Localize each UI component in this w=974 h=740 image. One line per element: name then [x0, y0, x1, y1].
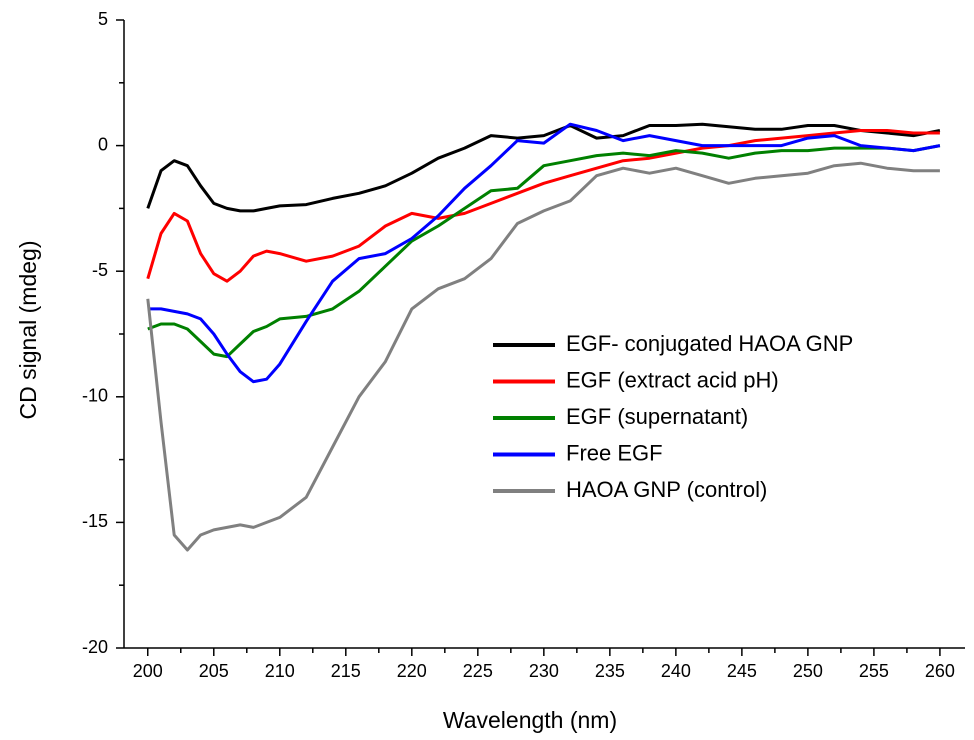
x-tick-label: 225 — [463, 661, 493, 681]
x-axis-label: Wavelength (nm) — [443, 707, 617, 733]
x-tick-label: 260 — [925, 661, 955, 681]
x-tick-label: 250 — [793, 661, 823, 681]
x-tick-label: 205 — [199, 661, 229, 681]
series-line — [146, 161, 940, 552]
legend-label: EGF- conjugated HAOA GNP — [566, 331, 853, 356]
x-tick-label: 235 — [595, 661, 625, 681]
series-line — [146, 122, 941, 213]
x-tick-label: 200 — [133, 661, 163, 681]
series-line — [146, 129, 940, 283]
y-tick-label: -10 — [82, 386, 108, 406]
x-tick-label: 240 — [661, 661, 691, 681]
y-tick-label: 0 — [98, 134, 108, 154]
series-line — [147, 122, 941, 384]
x-tick-label: 230 — [529, 661, 559, 681]
x-tick-label: 255 — [859, 661, 889, 681]
y-tick-label: 5 — [98, 9, 108, 29]
x-tick-label: 220 — [397, 661, 427, 681]
legend-label: HAOA GNP (control) — [566, 477, 767, 502]
legend-label: Free EGF — [566, 440, 663, 465]
y-tick-label: -15 — [82, 511, 108, 531]
legend-label: EGF (extract acid pH) — [566, 367, 779, 392]
y-tick-label: -20 — [82, 637, 108, 657]
legend-label: EGF (supernatant) — [566, 404, 748, 429]
x-tick-label: 245 — [727, 661, 757, 681]
series-line — [147, 144, 941, 359]
x-tick-label: 210 — [265, 661, 295, 681]
x-tick-label: 215 — [331, 661, 361, 681]
y-axis-label: CD signal (mdeg) — [15, 241, 41, 420]
y-tick-label: -5 — [92, 260, 108, 280]
